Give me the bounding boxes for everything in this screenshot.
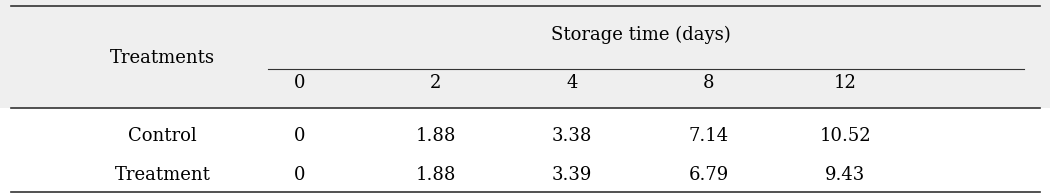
Text: Treatments: Treatments: [110, 49, 215, 67]
Text: 8: 8: [704, 74, 714, 92]
Text: 10.52: 10.52: [819, 127, 871, 145]
Text: 4: 4: [567, 74, 578, 92]
Text: Control: Control: [128, 127, 197, 145]
Text: Treatment: Treatment: [114, 166, 211, 184]
Text: 0: 0: [294, 74, 304, 92]
Text: 7.14: 7.14: [689, 127, 729, 145]
Text: Storage time (days): Storage time (days): [550, 26, 731, 44]
FancyBboxPatch shape: [0, 108, 1050, 194]
Text: 2: 2: [430, 74, 441, 92]
Text: 3.38: 3.38: [552, 127, 592, 145]
Text: 12: 12: [834, 74, 857, 92]
Text: 0: 0: [294, 127, 304, 145]
Text: 0: 0: [294, 166, 304, 184]
Text: 3.39: 3.39: [552, 166, 592, 184]
Text: 1.88: 1.88: [416, 166, 456, 184]
Text: 6.79: 6.79: [689, 166, 729, 184]
Text: 1.88: 1.88: [416, 127, 456, 145]
Text: 9.43: 9.43: [825, 166, 865, 184]
